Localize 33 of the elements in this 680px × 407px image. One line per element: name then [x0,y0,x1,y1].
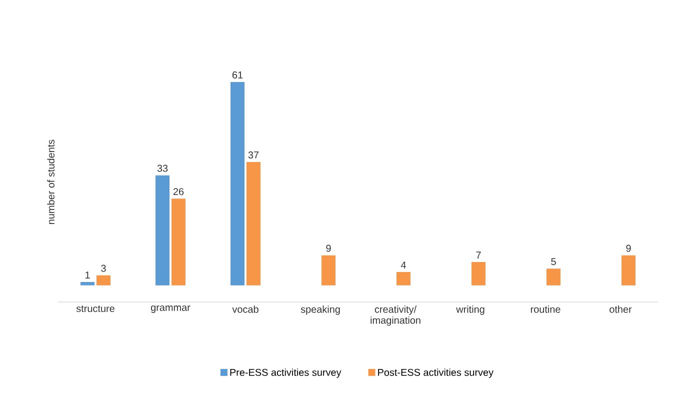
data-label: 33 [157,164,168,172]
bar [80,282,95,286]
legend-label: Post-ESS activities survey [378,368,494,378]
x-tick-label: creativity/ imagination [370,306,420,326]
bar [172,198,186,286]
bar [622,255,636,286]
data-label: 5 [551,258,556,266]
data-label: 1 [86,272,90,278]
data-label: 37 [248,151,259,158]
data-label: 4 [400,262,406,268]
bar [396,272,411,286]
bar [230,82,245,286]
data-label: 3 [101,264,106,272]
data-label: 61 [232,71,243,78]
x-tick-label: structure [76,306,114,312]
data-label: 9 [326,244,331,252]
bar [96,275,110,286]
x-tick-label: grammar [151,306,190,313]
bar [472,262,486,286]
data-label: 26 [173,188,184,196]
bar [322,255,336,286]
bar [246,162,261,286]
y-axis-title: number of students [47,140,54,224]
bar [156,175,170,286]
bar [546,268,561,286]
x-tick-label: vocab [232,306,258,313]
x-tick-label: routine [530,306,560,313]
x-tick-label: writing [456,306,484,315]
x-tick-label: other [610,306,632,313]
legend-label: Pre-ESS activities survey [230,368,342,378]
data-label: 7 [476,252,481,258]
data-label: 9 [626,244,631,252]
x-tick-label: speaking [300,306,340,315]
